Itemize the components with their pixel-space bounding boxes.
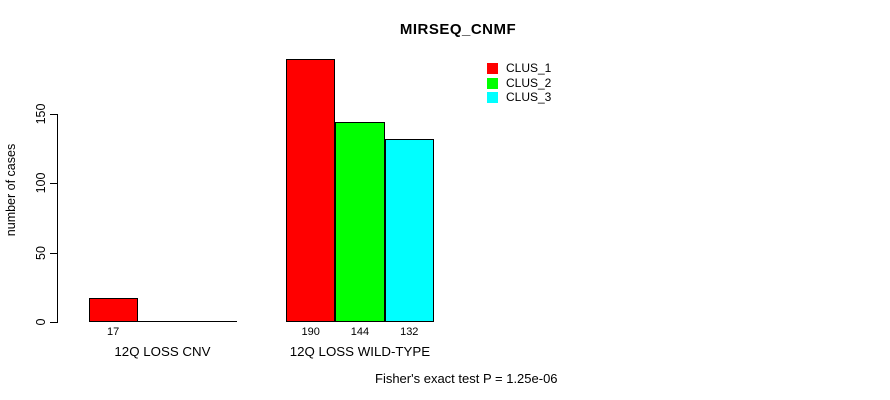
category-label: 12Q LOSS CNV (114, 344, 211, 359)
bar-clus_3 (384, 138, 434, 322)
chart-title: MIRSEQ_CNMF (399, 21, 517, 38)
legend-swatch-icon (487, 92, 498, 104)
y-axis-title: number of cases (4, 143, 18, 237)
legend-label: CLUS_3 (506, 90, 552, 105)
legend-item-clus_3: CLUS_3 (487, 91, 551, 104)
y-tick-label: 100 (34, 172, 48, 194)
y-tick-label: 0 (34, 318, 48, 326)
bar-value-label: 190 (301, 326, 320, 338)
bar-value-label: 17 (107, 326, 120, 338)
legend-label: CLUS_1 (506, 61, 552, 75)
annotation-fisher-test: Fisher's exact test P = 1.25e-06 (375, 371, 558, 386)
legend-item-clus_2: CLUS_2 (487, 75, 552, 90)
legend-swatch-icon (487, 63, 498, 74)
y-tick-label: 50 (34, 245, 48, 260)
legend-swatch-icon (487, 77, 498, 89)
bar-value-label: 144 (350, 326, 370, 338)
y-axis-tick (50, 252, 57, 254)
y-tick-label: 150 (34, 103, 48, 125)
legend-label: CLUS_2 (506, 75, 552, 90)
bar-clus_3-zero (187, 321, 238, 322)
bar-clus_1 (88, 298, 138, 322)
bar-clus_1 (286, 58, 336, 322)
legend-item-clus_1: CLUS_1 (487, 62, 551, 75)
bar-clus_2-zero (137, 321, 189, 322)
category-label: 12Q LOSS WILD-TYPE (289, 344, 431, 359)
y-axis-tick (50, 322, 57, 323)
bar-clus_2 (335, 122, 385, 322)
y-axis-line (57, 114, 58, 323)
y-axis-tick (50, 114, 57, 115)
y-axis-tick (50, 183, 57, 185)
bar-value-label: 132 (400, 326, 419, 338)
